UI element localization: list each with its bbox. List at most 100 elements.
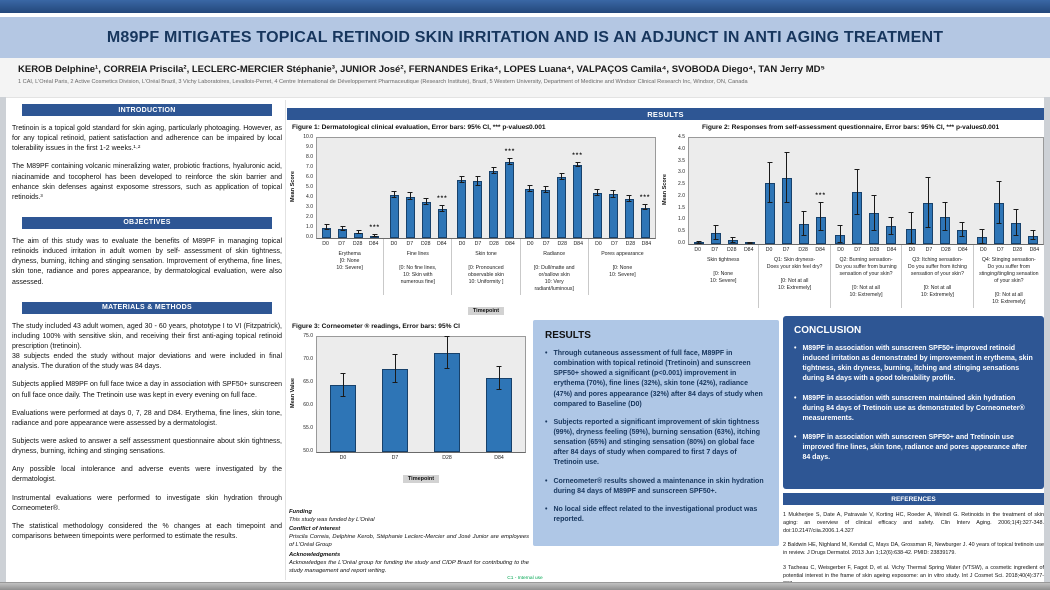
bullet-item: • M89PF in association with sunscreen SPF…: [794, 344, 1033, 385]
chart-main: 10.0 9.0 8.0 7.0 6.0 5.0 4.0 3.0 2.0 1.0 0.0 *** ***…: [298, 134, 656, 317]
y-tick-label: 2.0: [678, 192, 685, 199]
timepoint-tick-label: D84: [368, 241, 379, 247]
bar-column: [690, 138, 707, 244]
conclusion-box-title: CONCLUSION: [794, 325, 862, 336]
bullet-item: • Subjects reported a significant improve…: [545, 418, 767, 469]
error-bar: [998, 181, 1000, 224]
error-bar-cap: [439, 204, 445, 206]
group-footer: D0 D7 D28 D84 Radiance [0: Dull/matte and or…: [521, 239, 589, 296]
error-bar-cap: [324, 229, 330, 230]
error-bar-cap: [854, 168, 860, 170]
affiliations-line: 1 CAI, L'Oréal Paris, 2 Active Cosmetics…: [18, 79, 748, 85]
group-label: Q3: Itching sensation- Do you suffer fro…: [907, 257, 967, 299]
timepoint-ticks: D0 D7 D28 D84: [316, 455, 526, 461]
error-bar-cap: [908, 212, 914, 214]
error-bar-cap: [1030, 239, 1036, 241]
error-bar: [628, 195, 630, 202]
results-box-bullets: • Through cutaneous assessment of full fa…: [545, 349, 767, 525]
significance-marker: ***: [639, 194, 651, 201]
bar-column: [402, 138, 418, 238]
error-bar: [910, 213, 912, 244]
timepoint-tick-label: D84: [743, 247, 754, 253]
y-axis: 10.0 9.0 8.0 7.0 6.0 5.0 4.0 3.0 2.0 1.0 0.0: [298, 134, 316, 240]
y-tick-label: 8.0: [306, 154, 313, 160]
figure-1: Figure 1: Dermatological clinical evalua…: [288, 124, 656, 317]
bar-column: [421, 336, 473, 452]
top-banner-strip: [0, 0, 1050, 13]
bars: ***: [760, 138, 831, 244]
chart-bar: [640, 207, 650, 238]
chart-bar: [525, 189, 535, 238]
error-bar-cap: [1030, 230, 1036, 232]
timepoint-ticks: D0 D7 D28 D84: [316, 241, 383, 247]
timepoint-ticks: D0 D7 D28 D84: [974, 247, 1044, 253]
bullet-text: No local side effect related to the inve…: [553, 505, 758, 523]
y-tick-label: 1.0: [678, 216, 685, 223]
timepoint-ticks: D0 D7 D28 D84: [759, 247, 829, 253]
error-bar: [342, 373, 344, 397]
bullet-text: M89PF in association with sunscreen SPF5…: [802, 345, 1033, 383]
timepoint-tick-label: D7: [391, 455, 399, 461]
bullet-text: Corneometer® results showed a maintenanc…: [553, 477, 764, 495]
timepoint-tick-label: D84: [494, 455, 504, 461]
error-bar: [803, 212, 805, 236]
chart-bar: [557, 176, 567, 238]
authors-line: KEROB Delphine¹, CORREIA Priscila², LECL…: [18, 64, 825, 75]
timepoint-tick-label: D0: [837, 247, 844, 253]
error-bar-cap: [439, 210, 445, 212]
y-tick-label: 65.0: [303, 379, 313, 385]
significance-marker: ***: [437, 194, 448, 202]
figure-3-caption: Figure 3: Corneometer ® readings, Error …: [292, 323, 460, 330]
timepoint-tick-label: D0: [526, 241, 534, 247]
bullet-item: • M89PF in association with sunscreen mai…: [794, 394, 1033, 424]
error-bar: [409, 193, 411, 200]
error-bar-cap: [594, 195, 600, 196]
error-bar-cap: [642, 209, 648, 210]
group-footer: D0 D7 D28 D84: [316, 453, 526, 463]
bars: [317, 336, 525, 452]
chart-main: 4.5 4.0 3.5 3.0 2.5 2.0 1.5 1.0 0.5 0.0 *** D0 D7 D28…: [670, 134, 1044, 330]
error-bar-cap: [1013, 234, 1019, 236]
bar-column: [538, 138, 554, 238]
bar-column: [386, 138, 402, 238]
plot-area: ***: [688, 137, 1044, 245]
bar-column: [351, 138, 367, 238]
bar-column: ***: [812, 138, 829, 244]
section-header-materials-methods: MATERIALS & METHODS: [22, 301, 272, 314]
timepoint-tick-label: D0: [339, 455, 347, 461]
error-bar-cap: [979, 243, 985, 244]
y-tick-label: 0.5: [678, 228, 685, 235]
error-bar-cap: [527, 191, 533, 192]
bar-column: [317, 337, 369, 452]
error-bar-cap: [996, 222, 1002, 224]
error-bar: [856, 169, 858, 215]
reference-item: 1 Mukherjee S, Date A, Patravale V, Kort…: [783, 512, 1044, 535]
group-footer: D0 D7 D28 D84 Fine lines [0: No fine lines, …: [384, 239, 453, 296]
error-bar-cap: [496, 388, 502, 390]
y-tick-label: 3.0: [678, 169, 685, 176]
bar-column: [974, 138, 991, 244]
error-bar-cap: [507, 158, 513, 159]
chart-bar: [437, 208, 447, 238]
bullet-item: • No local side effect related to the inv…: [545, 505, 767, 525]
error-bar-cap: [475, 175, 481, 177]
figure-2: Figure 2: Responses from self-assessment…: [660, 124, 1044, 330]
x-axis-label-row: Timepoint: [316, 299, 656, 317]
chart-bar: [382, 369, 408, 452]
error-bar-cap: [610, 196, 616, 198]
timepoint-ticks: D0 D7 D28 D84: [831, 247, 901, 253]
error-bar-cap: [444, 368, 450, 370]
bar-column: ***: [502, 138, 518, 238]
timepoint-tick-label: D0: [694, 247, 702, 253]
error-bar: [425, 198, 427, 205]
timepoint-tick-label: D84: [815, 247, 825, 253]
left-gutter: [0, 97, 6, 583]
bars: ***: [317, 138, 385, 238]
reference-item: 2 Baldwin HE, Nighland M, Kendall C, May…: [783, 542, 1044, 557]
error-bar: [981, 229, 983, 244]
timepoint-tick-label: D84: [641, 241, 652, 247]
y-tick-label: 0.0: [678, 240, 685, 246]
error-bar: [1015, 209, 1017, 236]
timepoint-ticks: D0 D7 D28 D84: [688, 247, 758, 253]
error-bar-cap: [340, 229, 346, 231]
